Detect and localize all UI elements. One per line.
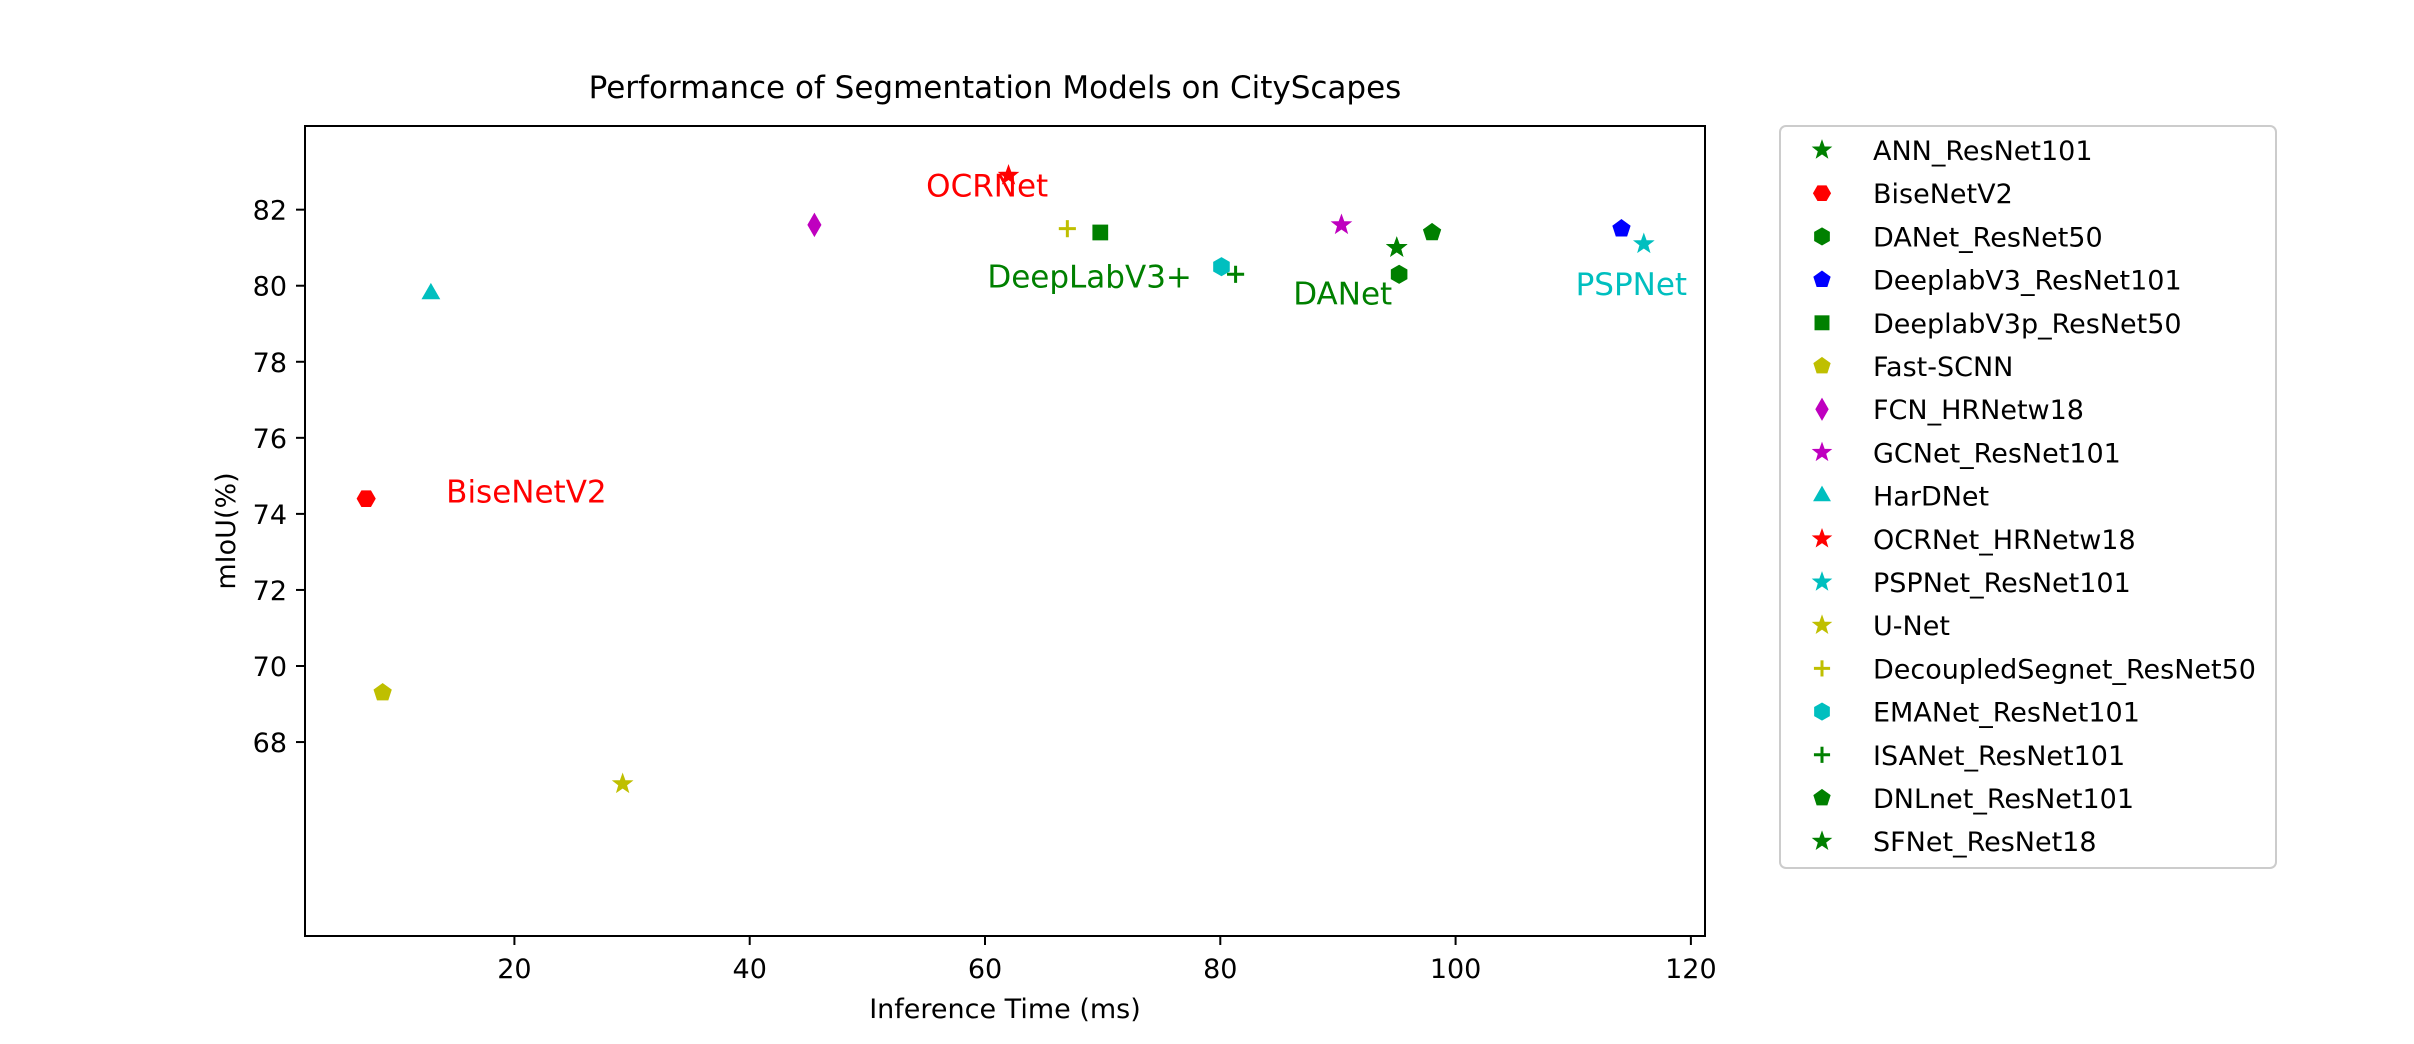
x-tick-label-20: 20 <box>497 954 531 985</box>
legend-marker-u-net <box>1811 614 1833 634</box>
legend-label-ann-resnet101: ANN_ResNet101 <box>1873 136 2093 167</box>
point-hardnet <box>421 282 441 300</box>
point-ocrnet-hrnetw18 <box>997 164 1020 185</box>
point-deeplabv3-resnet101 <box>1612 219 1631 237</box>
x-axis-label: Inference Time (ms) <box>869 994 1141 1025</box>
point-emanet-resnet101 <box>1213 257 1230 277</box>
legend-label-decoupledsegnet-resnet50: DecoupledSegnet_ResNet50 <box>1873 654 2256 685</box>
point-gcnet-resnet101 <box>1330 213 1353 235</box>
legend-label-fcn-hrnetw18: FCN_HRNetw18 <box>1873 395 2084 426</box>
x-tick-label-100: 100 <box>1430 954 1482 985</box>
legend-label-ocrnet-hrnetw18: OCRNet_HRNetw18 <box>1873 525 2136 556</box>
legend-marker-deeplabv3-resnet101 <box>1813 270 1831 287</box>
point-pspnet-resnet101 <box>1632 232 1655 254</box>
annotations: OCRNet BiseNetV2 DeepLabV3+ DANet PSPNet <box>446 168 1687 510</box>
legend-label-hardnet: HarDNet <box>1873 482 1989 513</box>
point-u-net <box>611 772 634 794</box>
legend-marker-decoupledsegnet-resnet50 <box>1813 660 1831 677</box>
axes: 20 40 60 80 100 120 68 70 72 74 76 78 80 82 <box>253 196 1717 985</box>
legend-marker-emanet-resnet101 <box>1814 702 1830 721</box>
legend-marker-isanet-resnet101 <box>1813 746 1831 763</box>
legend-marker-dnlnet-resnet101 <box>1813 788 1831 806</box>
legend-marker-sfnet-resnet18 <box>1811 830 1833 850</box>
legend-label-danet-resnet50: DANet_ResNet50 <box>1873 222 2103 253</box>
legend: ANN_ResNet101 BiseNetV2 DANet_ResNet50 Deep… <box>1779 125 2277 869</box>
legend-marker-bisenetv2 <box>1812 185 1832 202</box>
y-tick-label-68: 68 <box>253 728 287 759</box>
point-fast-scnn <box>373 683 392 701</box>
legend-label-emanet-resnet101: EMANet_ResNet101 <box>1873 698 2140 729</box>
legend-label-fast-scnn: Fast-SCNN <box>1873 352 2013 383</box>
plot-area-frame <box>304 125 1706 937</box>
point-dnlnet-resnet101 <box>1422 222 1442 241</box>
legend-label-deeplabv3p-resnet50: DeeplabV3p_ResNet50 <box>1873 309 2182 340</box>
legend-label-bisenetv2: BiseNetV2 <box>1873 179 2013 210</box>
point-fcn-hrnetw18 <box>807 212 822 238</box>
annotation-ocrnet: OCRNet <box>926 168 1048 204</box>
legend-marker-hardnet <box>1813 485 1831 502</box>
y-tick-label-80: 80 <box>253 272 287 303</box>
chart-title: Performance of Segmentation Models on Ci… <box>589 70 1402 106</box>
annotation-danet: DANet <box>1293 277 1392 313</box>
y-tick-label-78: 78 <box>253 348 287 379</box>
legend-label-isanet-resnet101: ISANet_ResNet101 <box>1873 741 2125 772</box>
y-tick-label-72: 72 <box>253 576 287 607</box>
x-tick-label-60: 60 <box>968 954 1002 985</box>
legend-marker-danet-resnet50 <box>1814 227 1830 246</box>
legend-frame <box>1779 125 2277 869</box>
legend-label-pspnet-resnet101: PSPNet_ResNet101 <box>1873 568 2131 599</box>
legend-marker-pspnet-resnet101 <box>1811 571 1833 591</box>
legend-marker-ann-resnet101 <box>1811 139 1833 159</box>
point-deeplabv3p-resnet50 <box>1092 224 1109 241</box>
annotation-pspnet: PSPNet <box>1576 267 1687 303</box>
point-bisenetv2 <box>356 490 376 507</box>
x-tick-label-40: 40 <box>733 954 767 985</box>
legend-label-gcnet-resnet101: GCNet_ResNet101 <box>1873 438 2121 469</box>
x-tick-label-80: 80 <box>1203 954 1237 985</box>
legend-marker-gcnet-resnet101 <box>1811 441 1833 462</box>
point-sfnet-resnet18 <box>1385 236 1408 257</box>
legend-marker-fast-scnn <box>1813 356 1831 374</box>
y-tick-label-70: 70 <box>253 652 287 683</box>
annotation-deeplabv3: DeepLabV3+ <box>987 260 1192 296</box>
legend-marker-ocrnet-hrnetw18 <box>1811 527 1833 548</box>
legend-label-u-net: U-Net <box>1873 611 1950 642</box>
legend-label-dnlnet-resnet101: DNLnet_ResNet101 <box>1873 784 2134 815</box>
point-decoupledsegnet-resnet50 <box>1058 220 1076 238</box>
legend-marker-deeplabv3p-resnet50 <box>1814 315 1830 331</box>
y-axis-label: mIoU(%) <box>211 472 242 589</box>
point-danet-resnet50 <box>1390 264 1408 284</box>
y-tick-label-82: 82 <box>253 196 287 227</box>
point-isanet-resnet101 <box>1227 265 1245 283</box>
data-points <box>356 164 1655 794</box>
y-tick-label-76: 76 <box>253 424 287 455</box>
legend-label-deeplabv3-resnet101: DeeplabV3_ResNet101 <box>1873 266 2182 297</box>
y-tick-label-74: 74 <box>253 500 287 531</box>
legend-marker-fcn-hrnetw18 <box>1815 397 1829 421</box>
legend-label-sfnet-resnet18: SFNet_ResNet18 <box>1873 827 2097 858</box>
annotation-bisenetv2: BiseNetV2 <box>446 474 606 510</box>
x-tick-label-120: 120 <box>1665 954 1717 985</box>
